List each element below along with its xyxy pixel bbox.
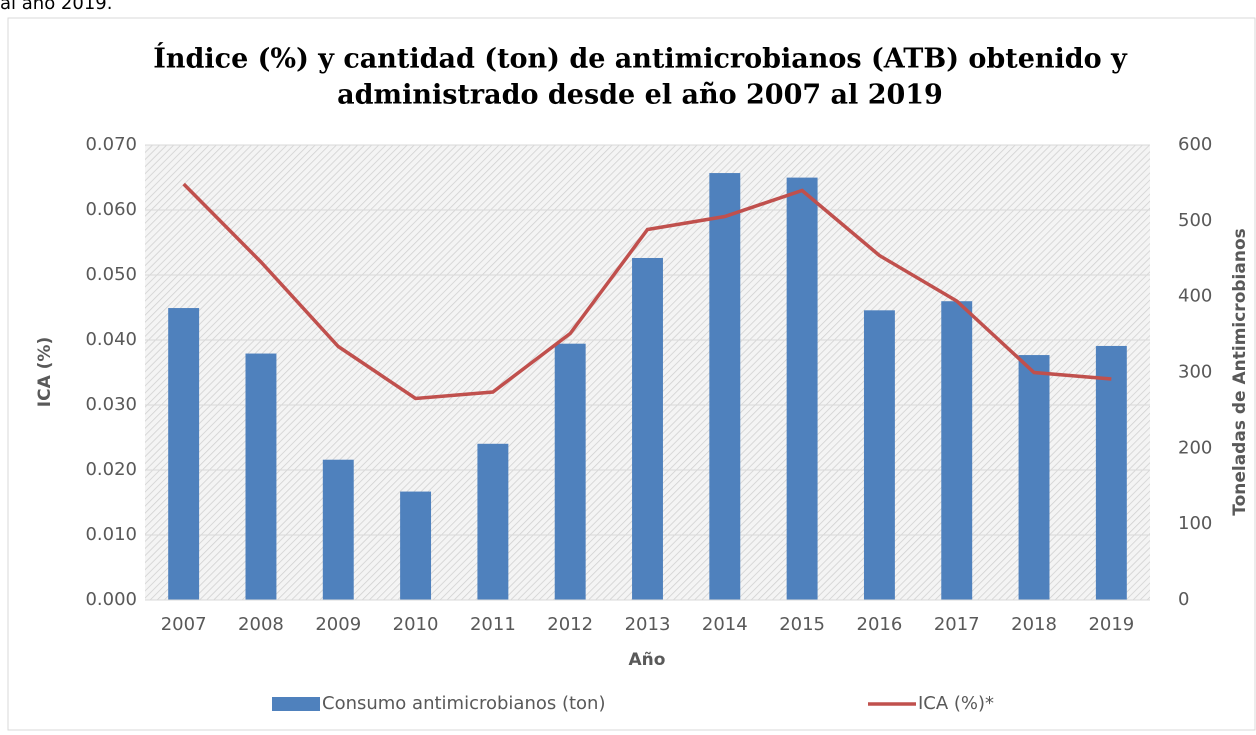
line — [182, 182, 1112, 401]
y2-tick-label: 500 — [1178, 210, 1212, 231]
x-tick-label: 2010 — [393, 614, 439, 635]
page-fragment: al año 2019. — [0, 0, 112, 14]
y-tick-label: 0.040 — [85, 329, 137, 350]
x-axis-title: Año — [629, 650, 666, 670]
x-tick-label: 2018 — [1011, 614, 1057, 635]
bar — [863, 310, 895, 600]
legend-swatch — [272, 697, 320, 711]
y-tick-label: 0.070 — [85, 134, 137, 155]
x-tick-label: 2014 — [702, 614, 748, 635]
bar — [168, 308, 200, 600]
y-tick-label: 0.010 — [85, 524, 137, 545]
bar — [400, 491, 432, 600]
x-tick-label: 2011 — [470, 614, 516, 635]
y2-tick-label: 200 — [1178, 437, 1212, 458]
x-tick-label: 2013 — [625, 614, 671, 635]
x-tick-label: 2017 — [934, 614, 980, 635]
x-tick-label: 2016 — [857, 614, 903, 635]
bar — [1018, 355, 1050, 600]
y2-tick-label: 300 — [1178, 362, 1212, 383]
x-tick-label: 2008 — [238, 614, 284, 635]
y-axis-title: ICA (%) — [35, 337, 55, 407]
y-tick-label: 0.020 — [85, 459, 137, 480]
y-tick-label: 0.000 — [85, 589, 137, 610]
x-tick-label: 2015 — [779, 614, 825, 635]
bar — [941, 301, 973, 600]
y2-tick-label: 0 — [1178, 589, 1189, 610]
y-tick-label: 0.050 — [85, 264, 137, 285]
legend-label: ICA (%)* — [918, 693, 994, 714]
bar — [554, 343, 586, 600]
legend-label: Consumo antimicrobianos (ton) — [322, 693, 606, 714]
y2-tick-label: 600 — [1178, 134, 1212, 155]
y2-axis-title: Toneladas de Antimicrobianos — [1230, 228, 1250, 516]
y2-tick-label: 100 — [1178, 513, 1212, 534]
y-tick-label: 0.030 — [85, 394, 137, 415]
chart-title: Índice (%) y cantidad (ton) de antimicro… — [153, 42, 1128, 75]
y2-tick-label: 400 — [1178, 286, 1212, 307]
bar — [632, 257, 663, 600]
x-tick-label: 2007 — [161, 614, 207, 635]
bar — [245, 353, 277, 600]
bar — [322, 459, 354, 600]
bar — [477, 443, 509, 600]
x-tick-label: 2012 — [547, 614, 593, 635]
x-tick-label: 2019 — [1088, 614, 1134, 635]
y-tick-label: 0.060 — [85, 199, 137, 220]
bar — [1095, 345, 1127, 600]
x-tick-label: 2009 — [315, 614, 361, 635]
bar — [709, 173, 741, 600]
chart-title: administrado desde el año 2007 al 2019 — [337, 80, 943, 111]
bar — [786, 177, 818, 600]
